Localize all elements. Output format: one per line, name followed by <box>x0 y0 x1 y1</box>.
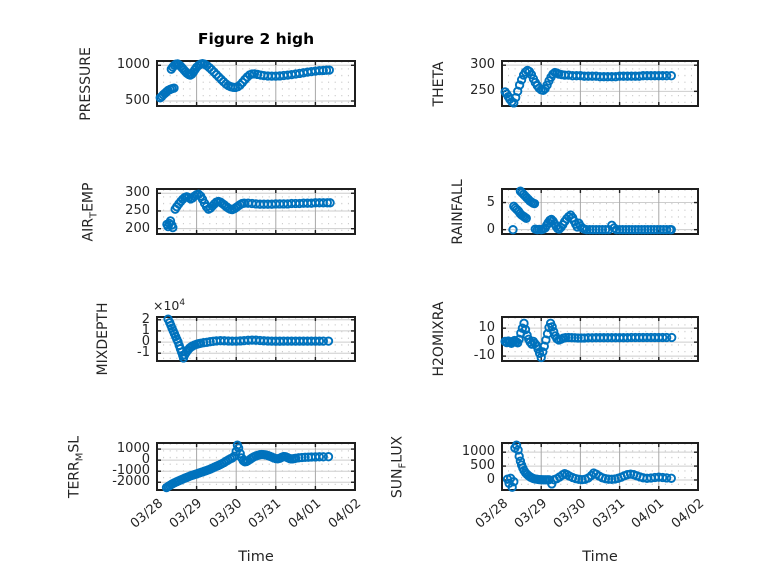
x-tick-label-text: 04/02 <box>668 496 707 532</box>
y-tick-label: 0 <box>486 471 495 487</box>
scatter-series-theta <box>500 65 676 108</box>
plot-area-airtemp <box>156 188 356 235</box>
y-tick-label: 0 <box>141 452 150 468</box>
plot-area-mixdepth <box>156 314 356 363</box>
y-tick-label: 250 <box>125 202 150 218</box>
subplot-pressure: 500 1000 PRESSURE <box>78 47 356 120</box>
scatter-series-pressure <box>155 59 334 103</box>
x-axis-title-left: Time <box>238 549 274 565</box>
x-tick-label-text: 03/28 <box>472 496 511 532</box>
y-axis-label-rainfall: RAINFALL <box>450 178 466 245</box>
subplot-rainfall: 0 5 RAINFALL <box>450 179 699 244</box>
y-tick-label: 500 <box>470 458 495 474</box>
subplot-sunflux: 0 500 1000 SUNFLUX 03/28 03/29 03/30 03/31 04/01… <box>390 435 707 531</box>
y-axis-label-sunflux: SUNFLUX <box>389 435 409 498</box>
y-tick-label: 300 <box>470 57 495 73</box>
y-tick-label: 500 <box>125 93 150 108</box>
y-tick-label: 5 <box>486 194 495 210</box>
y-tick-label: 0 <box>141 334 150 350</box>
subplot-h2omixra: -10 0 10 H2OMIXRA <box>431 302 699 377</box>
subplot-terrmsl: -2000 -1000 0 1000 TERRMSL 03/28 03/29 03/30 03/… <box>67 435 364 531</box>
y-tick-label: -1000 <box>112 463 150 479</box>
scatter-series-mixdepth <box>163 314 334 363</box>
x-tick-label-text: 03/29 <box>511 496 550 532</box>
scatter-series-sunflux <box>502 440 676 492</box>
y-axis-label-theta: THETA <box>431 61 447 106</box>
scatter-series-h2omixra <box>500 318 677 363</box>
plot-area-theta <box>500 60 699 108</box>
scatter-series-airtemp <box>162 189 335 233</box>
scatter-series-rainfall <box>508 186 676 235</box>
x-tick-label-text: 04/01 <box>629 496 668 532</box>
y-tick-label: -2000 <box>112 474 150 490</box>
y-axis-label-airtemp: AIRTEMP <box>80 182 100 241</box>
y-tick-label: 1000 <box>461 444 495 460</box>
y-tick-label: 0 <box>486 221 495 237</box>
x-tick-label-text: 03/31 <box>589 496 629 532</box>
plot-area-sunflux <box>501 440 699 492</box>
y-axis-label-mixdepth: MIXDEPTH <box>95 302 111 376</box>
x-tick-label-text: 03/30 <box>206 496 245 532</box>
subplot-airtemp: 200 250 300 AIRTEMP <box>81 182 356 241</box>
scatter-series-terrmsl <box>161 440 334 493</box>
y-tick-label: 10 <box>478 320 495 336</box>
x-tick-label-text: 04/02 <box>325 496 364 532</box>
y-axis-label-h2omixra: H2OMIXRA <box>431 301 447 377</box>
y-tick-label: 1 <box>141 322 150 338</box>
plot-area-pressure <box>155 59 356 107</box>
x-tick-label-text: 04/01 <box>285 496 325 532</box>
figure-title: Figure 2 high <box>197 30 315 48</box>
y-tick-label: 200 <box>125 220 150 236</box>
y-axis-label-pressure: PRESSURE <box>78 46 94 121</box>
x-tick-label-text: 03/29 <box>166 496 206 532</box>
y-tick-label: 0 <box>486 334 495 350</box>
x-tick-label-text: 03/28 <box>127 496 166 532</box>
subplot-mixdepth: -1 0 1 2 MIXDEPTH ×104 <box>95 298 356 375</box>
y-tick-label: 1000 <box>116 441 150 457</box>
subplot-theta: 250 300 THETA <box>431 57 699 108</box>
y-tick-label: 1000 <box>116 57 150 73</box>
y-tick-label: 300 <box>125 185 150 201</box>
x-tick-label-text: 03/30 <box>550 496 590 532</box>
x-tick-label-text: 03/31 <box>246 496 285 532</box>
y-tick-label: -10 <box>473 348 495 364</box>
y-tick-label: -1 <box>137 345 150 361</box>
x-axis-title-right: Time <box>582 549 618 565</box>
axis-exponent-label: ×104 <box>153 298 186 314</box>
y-axis-label-terrmsl: TERRMSL <box>66 435 86 498</box>
y-tick-label: 250 <box>470 83 495 99</box>
plot-area-terrmsl <box>156 440 356 493</box>
plot-area-h2omixra <box>500 316 699 363</box>
plot-area-rainfall <box>501 186 699 235</box>
y-tick-label: 2 <box>141 311 150 327</box>
